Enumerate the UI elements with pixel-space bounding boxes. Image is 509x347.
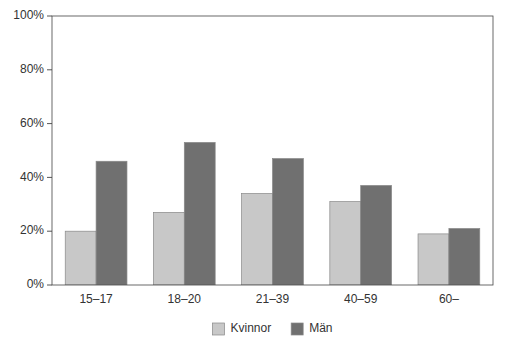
bar xyxy=(273,159,304,285)
chart: 0% 20% 40% 60% 80% 100% 15–17 18–20 21–39 40–59 60… xyxy=(0,0,509,347)
x-tick-label: 18–20 xyxy=(168,292,202,306)
y-tick xyxy=(47,231,52,232)
bar xyxy=(65,231,96,285)
legend: Kvinnor Män xyxy=(212,321,332,335)
y-tick xyxy=(47,123,52,124)
legend-label: Män xyxy=(309,321,332,335)
x-tick-label: 21–39 xyxy=(256,292,290,306)
y-tick-label: 40% xyxy=(20,170,44,184)
y-tick-label: 100% xyxy=(13,8,44,22)
y-tick xyxy=(47,16,52,17)
bars xyxy=(65,142,480,285)
bar xyxy=(361,185,392,285)
bar xyxy=(449,229,480,285)
bar xyxy=(242,194,273,285)
bar xyxy=(153,212,184,285)
x-tick-label: 40–59 xyxy=(344,292,378,306)
y-tick-label: 60% xyxy=(20,116,44,130)
y-tick-label: 80% xyxy=(20,62,44,76)
x-tick-label: 60– xyxy=(439,292,459,306)
bar xyxy=(330,202,361,285)
y-tick xyxy=(47,285,52,286)
y-tick xyxy=(47,69,52,70)
legend-swatch xyxy=(212,323,224,335)
legend-label: Kvinnor xyxy=(230,321,271,335)
y-tick-label: 0% xyxy=(27,277,45,291)
bar xyxy=(184,142,215,285)
y-tick-label: 20% xyxy=(20,223,44,237)
x-tick-label: 15–17 xyxy=(79,292,113,306)
bar xyxy=(96,161,127,285)
plot-frame xyxy=(52,16,493,285)
bar xyxy=(418,234,449,285)
y-tick xyxy=(47,177,52,178)
legend-swatch xyxy=(291,323,303,335)
